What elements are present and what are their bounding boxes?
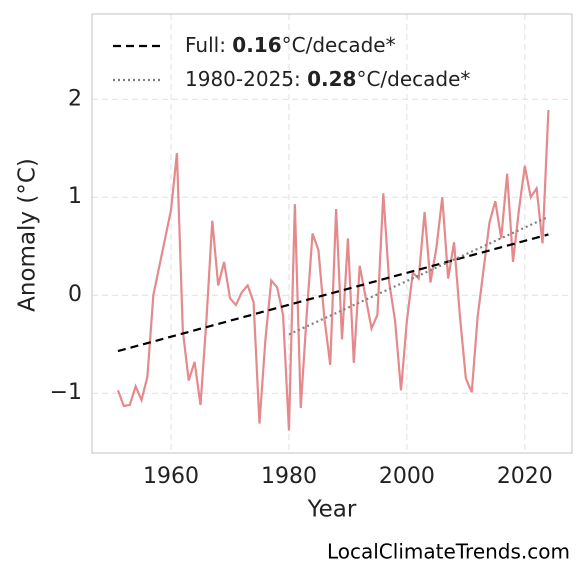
y-tick-label: 0 [68, 282, 82, 307]
y-tick-label: −1 [50, 380, 82, 405]
legend-label-part: 1980-2025: [185, 67, 307, 91]
series-line [116, 109, 550, 431]
legend-label: Full: 0.16°C/decade* [185, 33, 396, 57]
series-line [117, 233, 549, 353]
legend-label-part: °C/decade* [282, 33, 396, 57]
legend-label-part: 0.28 [307, 67, 356, 91]
legend-label-part: °C/decade* [356, 67, 470, 91]
x-tick-label: 1980 [261, 464, 317, 489]
source: LocalClimateTrends.com [327, 540, 570, 564]
plot-frame [91, 13, 573, 454]
legend-label: 1980-2025: 0.28°C/decade* [185, 67, 470, 91]
x-tick-label: 2000 [379, 464, 435, 489]
x-axis-label: Year [307, 497, 357, 523]
x-tick-label: 2020 [497, 464, 553, 489]
legend-label-part: 0.16 [232, 33, 281, 57]
legend-label-part: Full: [185, 33, 232, 57]
y-axis-label: Anomaly (°C) [15, 158, 41, 312]
y-tick-label: 1 [68, 184, 82, 209]
y-tick-label: 2 [68, 86, 82, 111]
x-tick-label: 1960 [143, 464, 199, 489]
